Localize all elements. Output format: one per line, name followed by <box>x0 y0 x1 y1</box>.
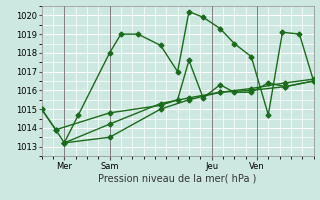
X-axis label: Pression niveau de la mer( hPa ): Pression niveau de la mer( hPa ) <box>99 173 257 183</box>
